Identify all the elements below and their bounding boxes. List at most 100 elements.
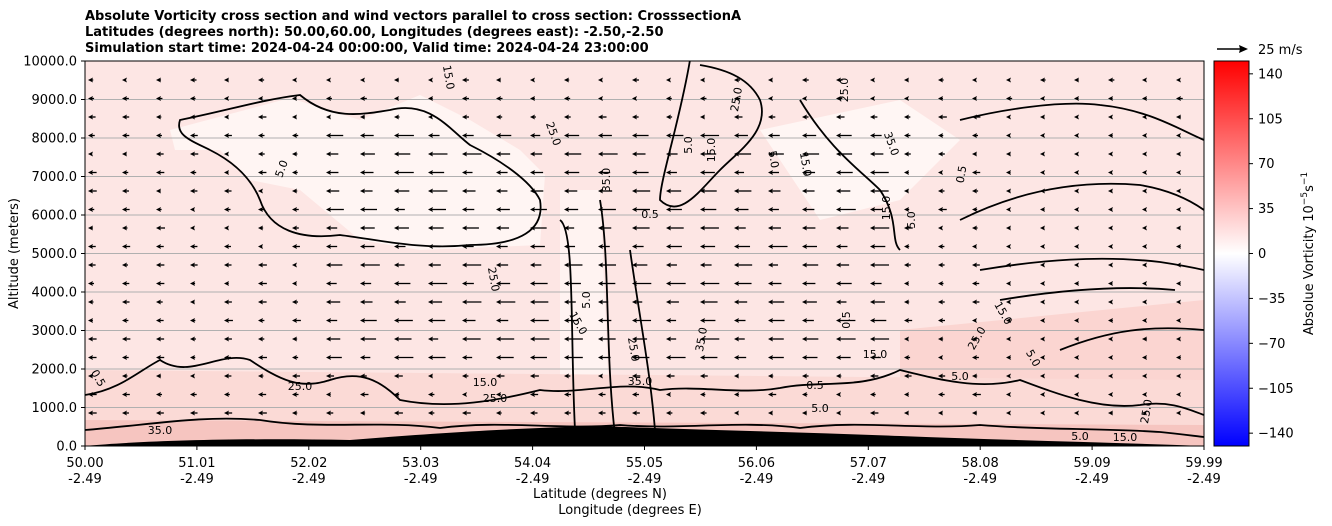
wind-arrow [122,207,130,212]
wind-arrow [292,133,299,138]
x-tick-label-lon: -2.49 [963,472,997,487]
wind-arrow [258,244,263,249]
wind-arrow [836,299,847,305]
wind-arrow [836,262,850,268]
wind-arrow [1040,299,1045,305]
wind-arrow [292,225,299,231]
wind-arrow [496,392,501,397]
wind-arrow [360,225,375,231]
wind-arrow [666,188,682,194]
wind-arrow [428,207,446,212]
wind-arrow [1108,336,1113,342]
wind-arrow [1006,225,1011,231]
wind-arrow [972,336,977,342]
wind-arrow [326,318,338,323]
wind-arrow [1040,318,1045,323]
wind-arrow [836,318,856,323]
wind-arrow [462,262,482,268]
wind-arrow [598,281,616,286]
wind-arrow [292,336,298,342]
x-tick-label-lat: 52.02 [290,456,327,471]
wind-arrow [292,299,299,305]
wind-arrow [1142,355,1147,360]
wind-arrow [88,244,96,249]
wind-arrow [938,114,947,120]
x-tick-label-lon: -2.49 [628,472,662,487]
wind-arrow [224,373,232,379]
wind-arrow [632,77,639,83]
wind-arrow [1074,170,1079,175]
wind-arrow [1040,392,1045,397]
wind-arrow [88,114,96,120]
wind-arrow [122,281,130,286]
wind-arrow [938,225,943,231]
wind-arrow [666,318,677,323]
wind-arrow [564,114,571,120]
wind-arrow [972,262,980,268]
wind-arrow [768,77,773,83]
wind-arrow [1176,299,1181,305]
wind-arrow [190,151,199,157]
wind-arrow [768,281,782,286]
wind-arrow [122,96,129,101]
y-tick-label: 9000.0 [32,93,78,108]
wind-arrow [258,77,265,83]
wind-arrow [258,151,265,157]
y-tick-label: 0.0 [56,440,77,455]
wind-arrow [1006,373,1011,379]
y-tick-label: 4000.0 [32,286,78,301]
wind-arrow [870,299,885,305]
wind-arrow [904,114,911,120]
wind-arrow [870,133,882,138]
wind-arrow [802,133,817,138]
wind-arrow [224,225,229,231]
contour-label: 15.0 [473,376,498,389]
wind-arrow [326,262,343,268]
wind-arrow [598,373,603,379]
contour-line-12 [85,357,1204,416]
wind-arrow [88,299,94,305]
wind-arrow [938,392,945,397]
wind-arrow [190,225,195,231]
wind-arrow [802,281,816,286]
wind-arrow [598,318,612,323]
wind-arrow [122,244,131,249]
wind-arrow [666,207,682,212]
wind-arrow [972,410,978,416]
wind-arrow [122,114,130,120]
wind-arrow [1040,170,1045,175]
wind-arrow [632,207,650,212]
contour-label: 5.0 [273,158,291,179]
wind-arrow [496,225,510,231]
wind-arrow [904,410,909,416]
wind-arrow [462,355,473,360]
wind-arrow [972,133,979,138]
wind-arrow [258,114,267,120]
wind-arrow [394,336,412,342]
wind-arrow [938,77,944,83]
wind-arrow [224,77,229,83]
wind-arrow [122,355,129,360]
wind-arrow [700,244,716,249]
wind-arrow [564,281,581,286]
wind-arrow [88,410,97,416]
wind-arrow [292,244,300,249]
wind-arrow [870,355,881,360]
wind-arrow [938,188,945,194]
wind-arrow [870,410,879,416]
contour-label: 25.0 [625,336,642,362]
x-axis: 50.00-2.4951.01-2.4952.02-2.4953.03-2.49… [66,446,1223,487]
wind-arrow [666,77,671,83]
contour-label: 35.0 [148,424,173,437]
wind-arrow [360,336,377,342]
wind-arrow [972,170,981,175]
wind-arrow [564,151,582,157]
wind-arrow [700,133,720,138]
wind-arrow [360,244,375,249]
wind-arrow [360,133,374,138]
wind-arrow [360,299,373,305]
wind-arrow [836,170,853,175]
wind-arrow [632,281,652,286]
wind-arrow [700,151,717,157]
wind-arrow [904,151,911,157]
